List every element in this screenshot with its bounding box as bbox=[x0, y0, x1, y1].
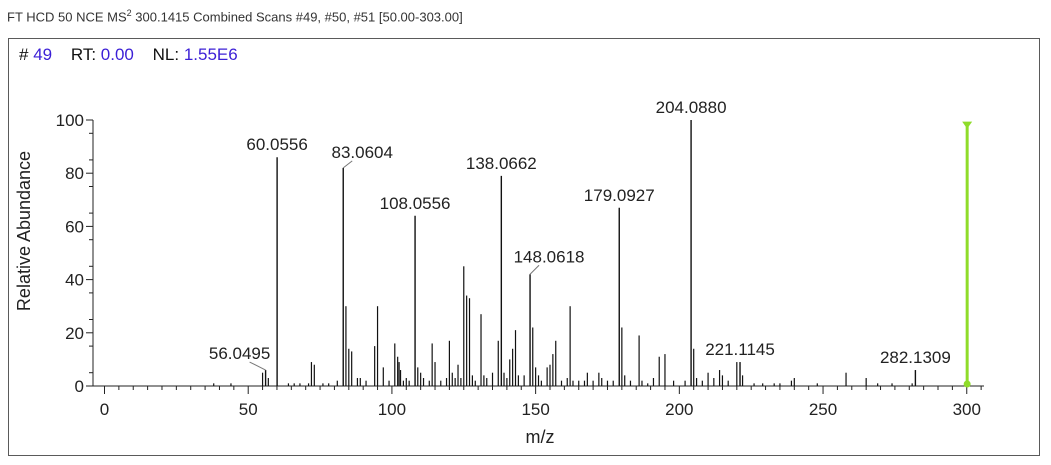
x-tick-label: 0 bbox=[100, 400, 109, 419]
ms-order-superscript: 2 bbox=[126, 8, 132, 18]
scan-number-label: # bbox=[19, 45, 29, 64]
mass-spectrum-chart: Relative Abundance m/z 0 20 40 60 80 100 0 50 10… bbox=[14, 98, 984, 447]
peak-label: 56.0495 bbox=[209, 344, 270, 363]
peak-label: 108.0556 bbox=[380, 194, 451, 213]
scan-header-suffix: 300.1415 Combined Scans #49, #50, #51 [5… bbox=[131, 9, 463, 25]
y-tick-label: 40 bbox=[65, 271, 84, 290]
x-tick-label: 300 bbox=[953, 400, 981, 419]
peak-label: 83.0604 bbox=[332, 143, 393, 162]
scan-info-row: # 49 RT: 0.00 NL: 1.55E6 bbox=[19, 45, 238, 65]
peak-label: 221.1145 bbox=[705, 340, 775, 359]
x-tick-label: 50 bbox=[239, 400, 258, 419]
retention-time-label: RT: bbox=[70, 45, 97, 64]
retention-time-value: 0.00 bbox=[100, 45, 134, 64]
normalization-level-label: NL: bbox=[152, 45, 180, 64]
x-axis-title: m/z bbox=[526, 427, 555, 447]
normalization-level-value: 1.55E6 bbox=[183, 45, 238, 64]
y-tick-label: 100 bbox=[56, 111, 84, 130]
x-tick-label: 100 bbox=[378, 400, 406, 419]
x-tick-label: 200 bbox=[665, 400, 693, 419]
peak-label: 282.1309 bbox=[880, 348, 951, 367]
y-tick-label: 60 bbox=[65, 217, 84, 236]
peak-label: 138.0662 bbox=[466, 154, 537, 173]
peak-label-leader bbox=[529, 264, 540, 275]
y-tick-label: 0 bbox=[75, 377, 84, 396]
spectrum-panel: # 49 RT: 0.00 NL: 1.55E6 Relative Abunda… bbox=[8, 38, 1040, 456]
y-tick-label: 80 bbox=[65, 164, 84, 183]
x-tick-label: 250 bbox=[809, 400, 837, 419]
x-tick-label: 150 bbox=[521, 400, 549, 419]
scan-header: FT HCD 50 NCE MS2 300.1415 Combined Scan… bbox=[7, 8, 463, 24]
peak-label: 179.0927 bbox=[584, 186, 655, 205]
peak-label: 60.0556 bbox=[246, 135, 307, 154]
scan-number-value: 49 bbox=[33, 45, 53, 64]
y-tick-label: 20 bbox=[65, 324, 84, 343]
peak-label-leader bbox=[249, 361, 266, 371]
precursor-top-marker bbox=[962, 121, 973, 129]
y-axis-title: Relative Abundance bbox=[14, 151, 34, 311]
peak-label-leader bbox=[342, 160, 353, 169]
scan-header-prefix: FT HCD 50 NCE MS bbox=[7, 9, 127, 25]
precursor-base-marker bbox=[963, 380, 971, 388]
peak-label: 148.0618 bbox=[514, 247, 585, 266]
peak-label: 204.0880 bbox=[656, 98, 727, 117]
